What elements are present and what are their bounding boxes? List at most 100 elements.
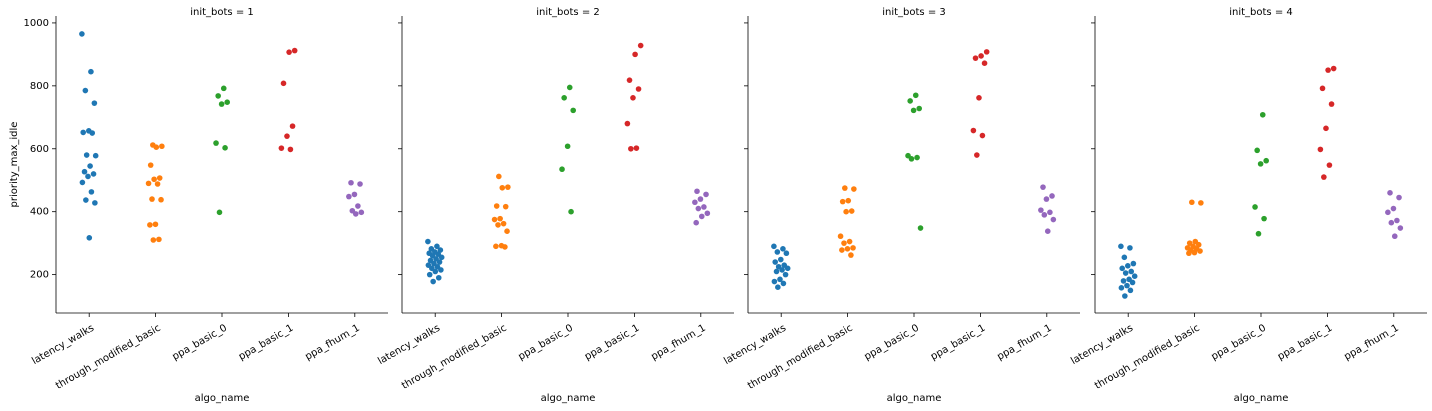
strip-point [1122, 293, 1128, 299]
strip-point [912, 92, 919, 99]
strip-point [779, 267, 785, 273]
strip-point [978, 53, 984, 59]
strip-point [218, 101, 225, 107]
strip-point [1038, 207, 1044, 213]
strip-point [771, 243, 777, 250]
strip-point [1388, 219, 1395, 226]
strip-point [158, 196, 164, 203]
strip-point [1131, 273, 1138, 279]
strip-point [697, 196, 704, 202]
strip-point [1255, 230, 1262, 237]
strip-point [493, 203, 500, 209]
strip-point [87, 163, 93, 169]
strip-point [1325, 67, 1331, 73]
strip-point [81, 168, 88, 175]
strip-point [1118, 243, 1124, 250]
strip-point [493, 243, 499, 250]
x-tick-label: latency_walks [30, 323, 96, 367]
strip-point [1041, 212, 1048, 218]
strip-point [1394, 217, 1400, 224]
strip-point [981, 60, 988, 66]
strip-point [224, 99, 231, 106]
y-tick-label: 800 [30, 81, 49, 92]
x-tick-label: ppa_basic_1 [583, 323, 641, 363]
strip-point [974, 152, 980, 158]
y-tick-label: 200 [30, 270, 49, 281]
strip-point [568, 208, 574, 215]
strip-point [432, 268, 439, 275]
strip-point [774, 249, 781, 255]
strip-point [287, 146, 294, 153]
strip-point [83, 197, 89, 203]
strip-point [1050, 216, 1057, 223]
strip-point [1390, 205, 1397, 212]
strip-point [841, 240, 847, 246]
strip-point [566, 84, 573, 91]
strip-point [88, 189, 95, 195]
strip-point [286, 49, 292, 55]
strip-point [704, 210, 711, 217]
strip-point [694, 188, 700, 195]
strip-point [1197, 248, 1203, 254]
strip-point [496, 173, 502, 180]
x-tick-label: latency_walks [1069, 323, 1135, 367]
strip-point [358, 209, 365, 216]
strip-point [782, 271, 789, 278]
strip-point [1124, 263, 1131, 269]
strip-point [839, 247, 845, 253]
strip-point [848, 252, 854, 258]
x-tick-label: ppa_basic_0 [863, 323, 921, 363]
strip-point [917, 225, 924, 231]
x-tick-label: ppa_basic_0 [171, 323, 229, 363]
strip-point [907, 98, 913, 104]
strip-point [1124, 282, 1130, 289]
x-axis-label: algo_name [195, 393, 250, 404]
strip-point [1049, 193, 1055, 199]
strip-point [216, 209, 223, 216]
panel-title: init_bots = 3 [882, 7, 946, 18]
strip-point [777, 276, 783, 283]
strip-point [775, 284, 781, 291]
strip-point [914, 154, 920, 161]
strip-point [780, 280, 787, 287]
strip-point [624, 120, 631, 127]
strip-point [970, 127, 977, 134]
strip-point [844, 246, 851, 252]
strip-point [426, 271, 433, 278]
strip-point [979, 132, 986, 139]
strip-point [1044, 228, 1051, 234]
strip-point [695, 205, 702, 212]
strip-point [280, 80, 287, 87]
strip-point [570, 107, 577, 114]
panel-title: init_bots = 4 [1229, 7, 1293, 18]
strip-point [88, 68, 94, 75]
strip-point [153, 144, 160, 150]
strip-point [972, 55, 979, 61]
strip-point [628, 145, 634, 152]
x-tick-label: ppa_fhum_1 [303, 323, 361, 363]
strip-point [693, 219, 699, 226]
strip-point [291, 47, 298, 54]
y-tick-label: 600 [30, 144, 49, 155]
x-axis-label: algo_name [541, 393, 596, 404]
strip-point [149, 196, 155, 202]
x-tick-label: latency_walks [376, 323, 442, 367]
strip-point [1121, 254, 1128, 261]
strip-point [910, 107, 917, 114]
strip-point [1391, 233, 1398, 240]
strip-point [85, 173, 91, 180]
strip-point [1385, 209, 1391, 216]
strip-point [82, 87, 89, 94]
strip-point [436, 259, 443, 265]
strip-point [632, 51, 638, 58]
x-tick-label: through_modified_basic [746, 323, 855, 392]
strip-point [1328, 101, 1335, 107]
x-tick-label: ppa_basic_1 [929, 323, 987, 363]
strip-point [1261, 215, 1267, 222]
strip-point [784, 265, 791, 272]
strip-point [983, 49, 990, 55]
strip-point [850, 245, 856, 251]
x-tick-label: through_modified_basic [1093, 323, 1202, 392]
strip-point [352, 211, 359, 217]
